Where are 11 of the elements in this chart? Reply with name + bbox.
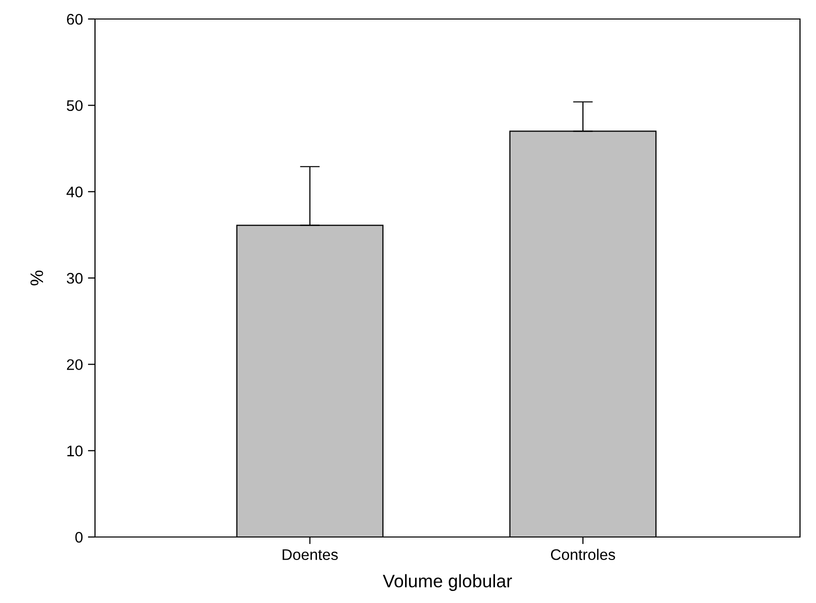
y-tick-label: 50 [66, 100, 83, 112]
y-tick-label: 40 [66, 186, 83, 198]
x-axis-title: Volume globular [382, 574, 512, 591]
y-axis-title: % [30, 270, 44, 286]
x-tick-label: Controles [551, 548, 616, 560]
y-tick-label: 0 [75, 532, 83, 543]
x-tick-label: Doentes [282, 549, 338, 560]
y-tick-label: 10 [67, 446, 83, 456]
y-tick-label: 60 [66, 14, 83, 25]
y-tick-label: 30 [66, 272, 83, 284]
y-tick-label: 20 [66, 359, 83, 370]
